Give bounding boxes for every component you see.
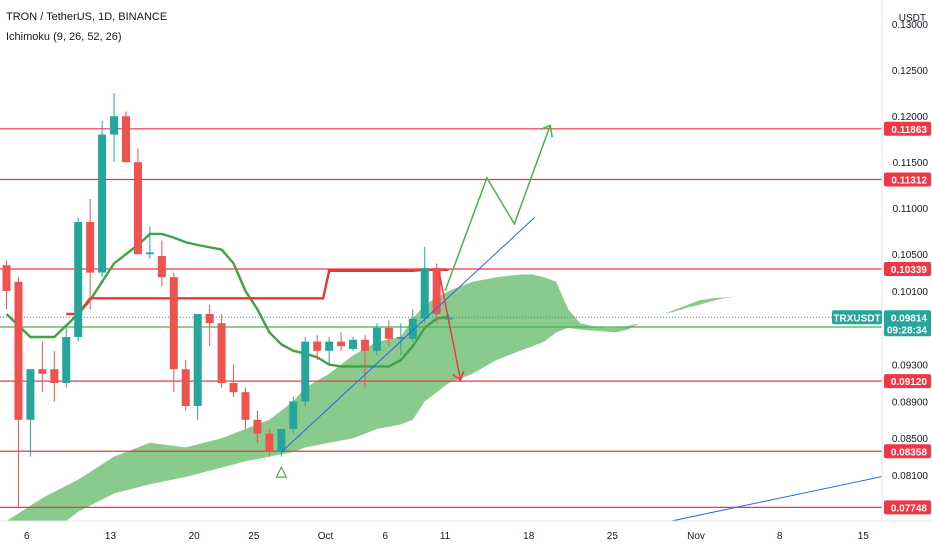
candle-body	[277, 429, 286, 452]
candle-body	[169, 277, 178, 370]
candle-body	[396, 337, 405, 339]
candle-body	[289, 401, 298, 429]
time-tick-label: 18	[523, 531, 535, 542]
ichimoku-cloud	[6, 274, 748, 550]
candle-body	[74, 222, 83, 337]
candle-body	[217, 323, 226, 383]
candle-body	[98, 134, 107, 273]
symbol-tag-text: TRXUSDT	[833, 313, 880, 324]
time-tick-label: 8	[777, 531, 783, 542]
candle-body	[253, 419, 262, 434]
candle-body	[265, 433, 274, 452]
candle-body	[325, 341, 334, 351]
level-price-tag-text: 0.08358	[891, 447, 928, 458]
symbol-tag	[832, 310, 882, 325]
candle-body	[62, 337, 71, 383]
price-unit-label: USDT	[899, 13, 926, 24]
candle-body	[157, 256, 166, 278]
time-tick-label: 13	[105, 531, 117, 542]
time-tick-label: 15	[858, 531, 870, 542]
candle-body	[337, 341, 346, 347]
ichimoku-lines	[5, 232, 449, 368]
time-tick-label: Nov	[687, 531, 705, 542]
candle-body	[229, 383, 238, 393]
candle-body	[26, 369, 35, 420]
candle-body	[122, 116, 130, 163]
level-price-tag-text: 0.11863	[891, 125, 927, 136]
level-price-tag	[884, 172, 931, 187]
candle-body	[86, 222, 95, 273]
time-tick-label: 6	[383, 531, 389, 542]
candle-body	[14, 281, 23, 420]
level-price-tag-text: 0.09120	[891, 377, 928, 388]
price-tick-label: 0.10100	[892, 287, 929, 298]
candle-body	[384, 327, 393, 339]
candles	[2, 93, 453, 508]
time-tick-label: Oct	[318, 531, 334, 542]
tenkan-sen-line	[5, 232, 449, 368]
candle-body	[50, 369, 59, 383]
price-tick-label: 0.12500	[892, 66, 929, 77]
trendline	[281, 217, 536, 453]
candle-body	[432, 268, 441, 314]
bearish-projection-path	[438, 272, 462, 381]
candle-body	[349, 339, 358, 349]
current-price-tag-text: 09:28:34	[887, 325, 927, 336]
candle-body	[420, 268, 429, 319]
price-tick-label: 0.08100	[892, 471, 929, 482]
candle-body	[313, 341, 322, 351]
time-axis-background	[0, 521, 932, 550]
level-price-tag-text: 0.10339	[891, 265, 928, 276]
kijun-sen-line	[66, 268, 449, 316]
time-tick-label: 25	[607, 531, 619, 542]
price-tick-label: 0.11500	[893, 158, 929, 169]
price-tick-label: 0.12000	[892, 112, 929, 123]
candle-body	[145, 252, 154, 255]
level-price-tag-text: 0.07748	[891, 503, 928, 514]
time-tick-label: 20	[189, 531, 201, 542]
candle-body	[2, 265, 11, 291]
price-tick-label: 0.08500	[892, 434, 929, 445]
candle-body	[372, 327, 381, 351]
price-tick-label: 0.11000	[893, 204, 929, 215]
level-price-tag	[884, 121, 931, 136]
level-price-tag	[884, 374, 931, 389]
candle-body	[361, 339, 369, 351]
price-tags: 0.118630.113120.103390.097090.091200.083…	[832, 121, 931, 515]
legend-symbol: TRON / TetherUS, 1D, BINANCE	[6, 11, 168, 23]
cloud-bullish-segment	[6, 274, 748, 550]
level-price-tag-text: 0.11312	[891, 175, 927, 186]
current-price-tag	[884, 310, 931, 337]
level-price-tag	[884, 444, 931, 459]
bullish-projection-path	[444, 125, 551, 292]
candle-body	[408, 318, 417, 339]
bullish-projection-arrowhead	[539, 124, 553, 138]
candle-body	[241, 392, 250, 420]
price-tick-label: 0.08900	[892, 397, 929, 408]
legend-indicator: Ichimoku (9, 26, 52, 26)	[6, 31, 122, 43]
drawings	[275, 124, 912, 550]
candle-body	[133, 162, 142, 255]
candle-body	[181, 369, 190, 406]
price-tick-label: 0.13000	[892, 20, 929, 31]
buy-signal-triangle	[275, 465, 288, 478]
level-price-tag	[884, 500, 931, 515]
candle-body	[301, 341, 310, 402]
time-tick-label: 25	[248, 531, 260, 542]
time-tick-label: 11	[440, 531, 451, 542]
candle-body	[205, 314, 214, 324]
time-axis: 6 13 20 25 Oct 6 11 18 25 Nov 8 15	[0, 520, 932, 550]
bearish-projection-arrowhead	[452, 371, 465, 382]
current-price-tag-text: 0.09814	[891, 313, 928, 324]
candle-body	[193, 314, 202, 406]
level-price-tag	[884, 262, 931, 277]
time-tick-label: 6	[24, 531, 30, 542]
price-tick-label: 0.10500	[892, 250, 929, 261]
price-tick-label: 0.09300	[892, 361, 929, 372]
candle-body	[110, 116, 119, 135]
candle-body	[38, 369, 47, 374]
